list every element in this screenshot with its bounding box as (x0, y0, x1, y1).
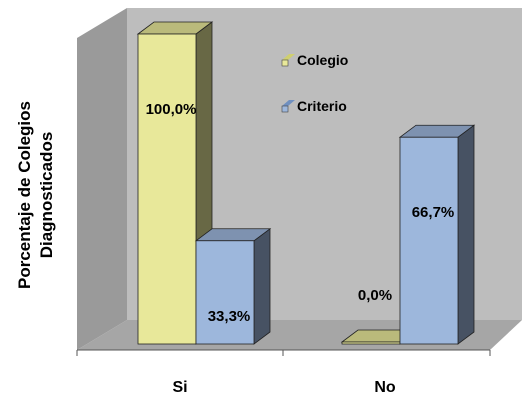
bar-side-criterio-no (457, 124, 475, 345)
bars-layer (136, 21, 476, 345)
bar-side-criterio-si (253, 227, 271, 345)
data-label-colegio-no: 0,0% (358, 287, 392, 304)
legend-label-criterio: Criterio (297, 98, 347, 114)
legend: Colegio Criterio (281, 52, 348, 114)
legend-swatch-colegio (282, 54, 295, 60)
y-axis-title-line-1: Porcentaje de Colegios (15, 101, 34, 289)
bar-criterio-no (398, 124, 476, 345)
y-axis-title: Porcentaje de Colegios Diagnosticados (15, 101, 56, 289)
data-label-criterio-si: 33,3% (208, 308, 251, 325)
legend-swatch-criterio (282, 100, 295, 106)
legend-label-colegio: Colegio (297, 52, 348, 68)
x-tick-label-si: Si (172, 379, 187, 396)
y-axis-title-line-2: Diagnosticados (37, 132, 56, 259)
data-label-colegio-si: 100,0% (146, 101, 197, 118)
bar-front-criterio-si (195, 240, 255, 345)
x-tick-label-no: No (374, 379, 396, 396)
legend-item-criterio: Criterio (281, 98, 347, 114)
bar-front-criterio-no (399, 136, 459, 345)
bar-front-colegio-si (137, 33, 197, 345)
data-label-criterio-no: 66,7% (412, 204, 455, 221)
legend-swatch-colegio-front (281, 59, 289, 67)
legend-item-colegio: Colegio (281, 52, 348, 68)
bar-criterio-si (194, 227, 272, 345)
bar-front-colegio-no (341, 341, 401, 345)
chart-side-wall (77, 8, 127, 350)
data-labels-layer: 100,0% 33,3% 0,0% 66,7% (146, 101, 455, 325)
legend-swatch-criterio-front (281, 105, 289, 113)
